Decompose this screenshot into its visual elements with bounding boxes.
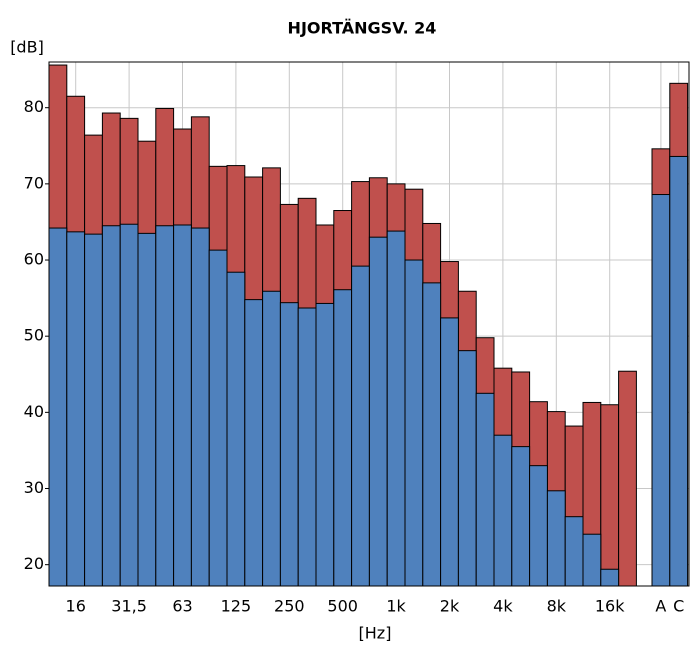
x-tick-label: 16k bbox=[595, 597, 625, 616]
bar bbox=[315, 302, 335, 587]
x-tick-label: 2k bbox=[440, 597, 460, 616]
bar bbox=[511, 446, 531, 587]
x-tick-label: 4k bbox=[493, 597, 513, 616]
bar bbox=[119, 223, 139, 587]
x-tick-label: A bbox=[655, 597, 666, 616]
bar bbox=[651, 194, 671, 587]
bar bbox=[155, 225, 175, 587]
bar bbox=[600, 404, 620, 587]
x-tick-label: 250 bbox=[274, 597, 305, 616]
bar bbox=[422, 282, 442, 587]
y-tick-label: 80 bbox=[24, 97, 44, 116]
bar bbox=[333, 289, 353, 587]
bar bbox=[440, 317, 459, 587]
y-tick-label: 30 bbox=[24, 478, 44, 497]
bar bbox=[101, 225, 121, 587]
bar bbox=[564, 516, 584, 587]
x-tick-label: 16 bbox=[66, 597, 86, 616]
x-tick-label: 8k bbox=[547, 597, 567, 616]
bar bbox=[618, 370, 637, 587]
y-tick-label: 50 bbox=[24, 326, 44, 345]
bar bbox=[226, 271, 246, 587]
y-axis-label: [dB] bbox=[10, 38, 44, 57]
x-tick-label: 63 bbox=[172, 597, 192, 616]
plot-frame bbox=[48, 61, 690, 587]
bar bbox=[244, 299, 264, 587]
chart-title: HJORTÄNGSV. 24 bbox=[288, 19, 437, 38]
bar bbox=[493, 434, 513, 587]
y-tick-label: 40 bbox=[24, 402, 44, 421]
x-tick-label: 31,5 bbox=[111, 597, 147, 616]
bar bbox=[48, 227, 68, 587]
x-tick-label: 500 bbox=[327, 597, 358, 616]
bar bbox=[529, 465, 548, 587]
bar bbox=[404, 259, 424, 587]
bar bbox=[386, 230, 406, 587]
bar bbox=[262, 290, 281, 587]
bar bbox=[190, 227, 210, 587]
bar bbox=[66, 231, 86, 587]
gap bbox=[636, 62, 652, 586]
bar bbox=[351, 265, 370, 587]
bar bbox=[137, 232, 157, 587]
x-tick-label: C bbox=[673, 597, 684, 616]
bar bbox=[173, 224, 192, 587]
bar bbox=[669, 155, 689, 587]
y-tick-label: 70 bbox=[24, 173, 44, 192]
x-tick-label: 1k bbox=[386, 597, 406, 616]
bar bbox=[457, 350, 477, 587]
bar bbox=[582, 533, 602, 587]
x-tick-label: 125 bbox=[221, 597, 252, 616]
bar bbox=[84, 233, 103, 587]
bar bbox=[368, 236, 388, 587]
bar bbox=[546, 490, 566, 587]
bar bbox=[475, 392, 495, 587]
bar bbox=[297, 307, 317, 587]
bar bbox=[279, 302, 299, 587]
bar bbox=[208, 249, 228, 587]
y-tick-label: 60 bbox=[24, 250, 44, 269]
y-tick-label: 20 bbox=[24, 554, 44, 573]
bar bbox=[600, 568, 620, 587]
x-axis-label: [Hz] bbox=[359, 624, 392, 643]
